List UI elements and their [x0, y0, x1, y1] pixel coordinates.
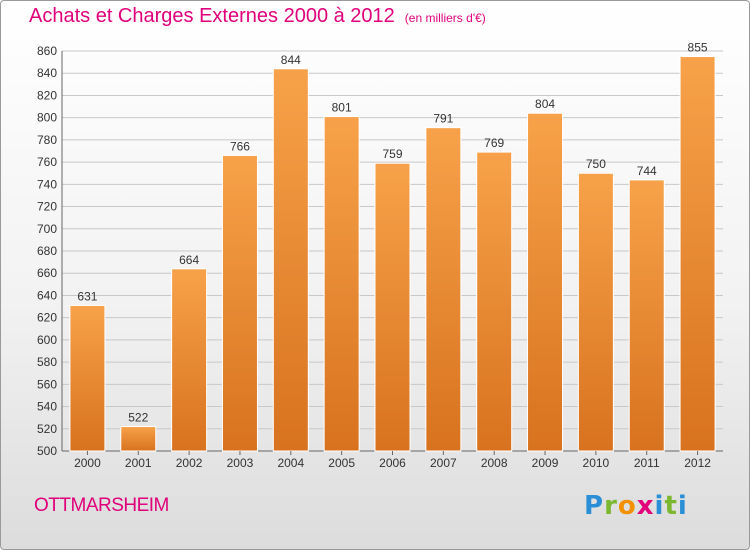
y-tick-label: 840 [37, 66, 57, 80]
logo-letter: o [617, 491, 637, 521]
logo-letter: t [664, 491, 678, 521]
bar [323, 116, 360, 452]
data-label: 744 [637, 164, 657, 178]
logo-letter: x [636, 491, 655, 521]
x-tick-label: 2003 [227, 456, 254, 470]
y-tick-label: 600 [37, 333, 57, 347]
data-label: 759 [382, 147, 402, 161]
data-label: 750 [586, 157, 606, 171]
data-label: 766 [230, 139, 250, 153]
x-tick-label: 2012 [684, 456, 711, 470]
y-tick-label: 820 [37, 88, 57, 102]
x-tick-label: 2008 [481, 456, 508, 470]
data-label: 804 [535, 97, 555, 111]
bar [221, 154, 258, 452]
logo-letter: r [604, 491, 618, 521]
logo-letter: i [654, 491, 665, 521]
y-tick-label: 680 [37, 244, 57, 258]
logo-letter: P [584, 491, 605, 521]
bar [679, 56, 716, 452]
proxiti-logo: Proxiti [584, 491, 688, 521]
logo-letter: i [677, 491, 688, 521]
x-tick-label: 2007 [430, 456, 457, 470]
y-tick-label: 740 [37, 177, 57, 191]
x-tick-label: 2005 [328, 456, 355, 470]
y-tick-label: 660 [37, 266, 57, 280]
y-tick-label: 580 [37, 355, 57, 369]
y-tick-label: 800 [37, 111, 57, 125]
y-tick-label: 540 [37, 400, 57, 414]
y-tick-label: 520 [37, 422, 57, 436]
data-label: 801 [332, 101, 352, 115]
bar [120, 426, 157, 452]
bar [527, 112, 564, 452]
y-tick-label: 780 [37, 133, 57, 147]
x-tick-label: 2006 [379, 456, 406, 470]
data-label: 769 [484, 136, 504, 150]
x-tick-label: 2002 [176, 456, 203, 470]
y-tick-label: 760 [37, 155, 57, 169]
x-tick-label: 2009 [532, 456, 559, 470]
y-tick-label: 720 [37, 200, 57, 214]
x-tick-label: 2000 [74, 456, 101, 470]
bar [476, 151, 513, 452]
y-tick-label: 560 [37, 377, 57, 391]
y-tick-label: 500 [37, 444, 57, 458]
x-tick-label: 2010 [583, 456, 610, 470]
data-label: 844 [281, 53, 301, 67]
bar [577, 172, 614, 452]
bar [171, 268, 208, 452]
data-label: 855 [688, 41, 708, 55]
data-label: 631 [77, 289, 97, 303]
data-label: 664 [179, 253, 199, 267]
x-tick-label: 2011 [634, 456, 660, 470]
chart-title: Achats et Charges Externes 2000 à 2012 (e… [29, 5, 486, 28]
y-tick-label: 860 [37, 44, 57, 58]
x-tick-label: 2004 [277, 456, 304, 470]
title-text: Achats et Charges Externes 2000 à 2012 [29, 5, 395, 27]
bar [69, 304, 106, 452]
bar [272, 68, 309, 452]
data-label: 791 [433, 112, 453, 126]
bar [374, 162, 411, 452]
y-tick-label: 640 [37, 288, 57, 302]
commune-name: OTTMARSHEIM [34, 495, 169, 516]
y-tick-label: 700 [37, 222, 57, 236]
y-tick-label: 620 [37, 311, 57, 325]
title-unit: (en milliers d'€) [404, 11, 486, 25]
bar [425, 127, 462, 452]
x-tick-label: 2001 [125, 456, 152, 470]
bar [628, 179, 665, 452]
data-label: 522 [128, 411, 148, 425]
